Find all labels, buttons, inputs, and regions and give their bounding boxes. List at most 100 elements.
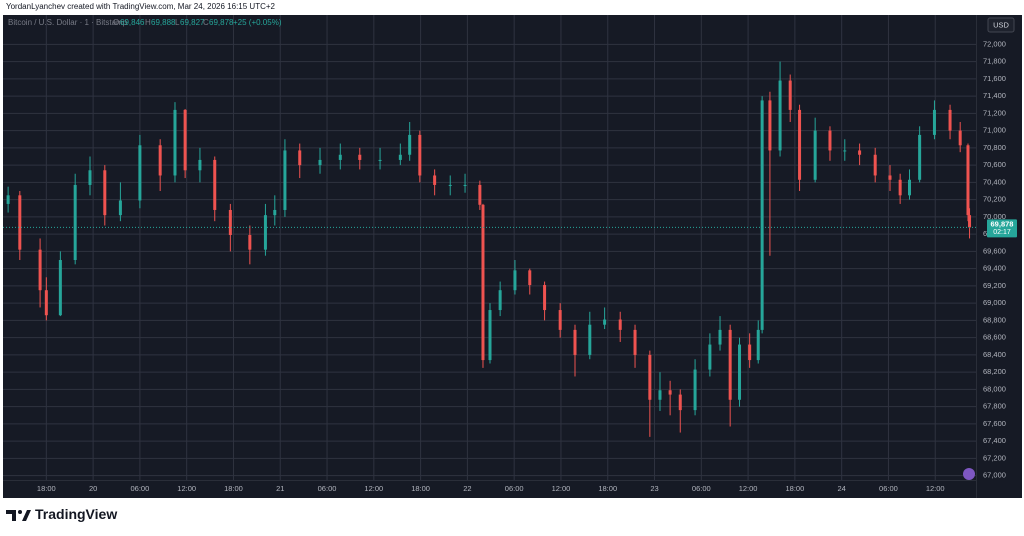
candle-body [283,150,287,210]
candle-body [398,154,402,160]
x-tick-label: 18:00 [224,484,243,493]
y-tick-label: 68,000 [983,384,1006,393]
y-tick-label: 69,400 [983,264,1006,273]
currency-button[interactable] [987,17,1015,33]
candle-body [158,145,162,176]
y-tick-label: 72,000 [983,39,1006,48]
x-tick-label: 06:00 [879,484,898,493]
x-tick-label: 18:00 [598,484,617,493]
legend-key: C [203,18,209,27]
event-icon[interactable] [963,468,975,480]
candle-body [738,344,742,400]
x-tick-label: 23 [650,484,658,493]
candle-body [756,329,760,361]
candle-body [728,329,732,400]
candle-body [948,109,952,131]
y-tick-label: 71,400 [983,91,1006,100]
candle-body [44,290,48,316]
y-tick-label: 68,200 [983,367,1006,376]
y-tick-label: 67,400 [983,436,1006,445]
candle-body [603,319,607,325]
last-price-label: 69,878 [991,219,1014,228]
candle-body [138,145,142,201]
candle-body [228,209,232,235]
candle-body [843,150,847,152]
candle-body [513,270,517,291]
candle-body [38,249,42,291]
candle-body [748,344,752,361]
x-tick-label: 18:00 [785,484,804,493]
chart-background [3,15,1022,498]
x-tick-label: 20 [89,484,97,493]
x-tick-label: 06:00 [131,484,150,493]
candle-body [88,170,92,185]
y-tick-label: 68,600 [983,333,1006,342]
candles [6,61,972,437]
candle-body [693,369,697,411]
candle-body [358,154,362,160]
currency[interactable]: USD [993,20,1009,29]
candle-body [273,209,277,216]
candle-body [448,184,452,186]
candle-body [918,134,922,180]
legend-key: H [145,18,151,27]
candle-body [858,150,862,155]
y-tick-label: 68,400 [983,350,1006,359]
x-tick-label: 12:00 [926,484,945,493]
legend-value: 69,846 [120,18,145,27]
y-tick-label: 70,400 [983,177,1006,186]
legend: Bitcoin / U.S. Dollar · 1 · Bitstamp O 6… [8,18,282,27]
x-tick-label: 18:00 [37,484,56,493]
candle-body [718,329,722,345]
legend-change: +25 (+0.05%) [233,18,282,27]
candle-body [813,130,817,180]
y-tick-label: 70,200 [983,195,1006,204]
candle-body [908,179,912,196]
y-tick-label: 71,200 [983,108,1006,117]
candle-body [760,100,764,330]
candle-body [408,134,412,155]
y-tick-label: 71,800 [983,57,1006,66]
x-tick-label: 06:00 [318,484,337,493]
axes: 67,000 67,200 67,400 67,600 67,800 68,000 68,2… [37,39,1006,493]
candle-body [966,145,970,216]
x-tick-label: 06:00 [505,484,524,493]
candle-body [18,195,22,250]
candle-body [788,80,792,110]
logo-mark [22,510,31,521]
candle-body [668,390,672,395]
candle-body [103,170,107,216]
y-tick-label: 69,200 [983,281,1006,290]
candle-body [573,329,577,355]
candle-body [198,159,202,171]
candle-body [798,109,802,180]
brand-logo: TradingView [6,506,117,522]
y-tick-label: 71,600 [983,74,1006,83]
candle-body [338,154,342,160]
candle-body [932,109,936,135]
brand: TradingView [35,506,117,522]
y-tick-label: 71,000 [983,126,1006,135]
last-price-box [987,219,1017,238]
candle-body [778,80,782,151]
candle-body [298,150,302,166]
x-tick-label: 12:00 [364,484,383,493]
candle-body [498,290,502,311]
candle-body [958,130,962,146]
y-tick-label: 70,600 [983,160,1006,169]
x-tick-label: 12:00 [739,484,758,493]
candle-body [633,329,637,355]
credit: YordanLyanchev created with TradingView.… [6,2,276,11]
candle-body [248,234,252,250]
candle-body [768,100,772,151]
x-tick-label: 21 [276,484,284,493]
x-tick-label: 12:00 [177,484,196,493]
candle-body [618,319,622,330]
legend-value: 69,888 [151,18,176,27]
candle-body [558,310,562,330]
candle-body [318,159,322,166]
x-tick-label: 22 [463,484,471,493]
x-tick-label: 06:00 [692,484,711,493]
candle-body [888,175,892,180]
